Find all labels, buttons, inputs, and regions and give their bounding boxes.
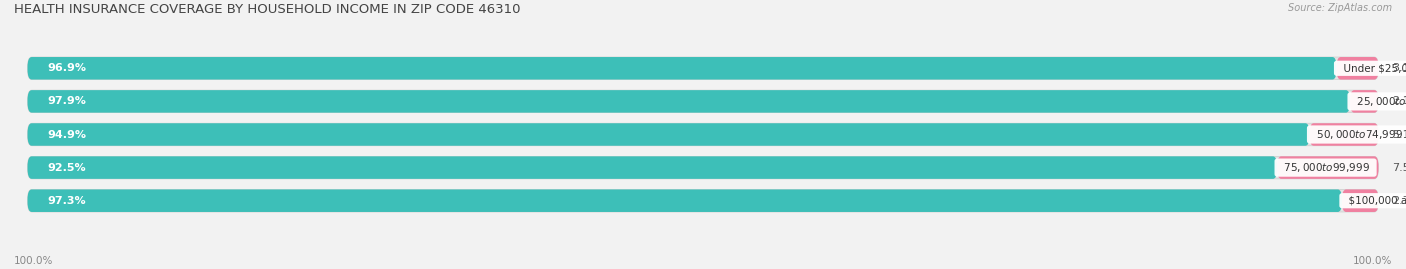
Text: 7.5%: 7.5% — [1392, 162, 1406, 173]
Text: 5.1%: 5.1% — [1392, 129, 1406, 140]
Text: 2.7%: 2.7% — [1392, 196, 1406, 206]
Text: $75,000 to $99,999: $75,000 to $99,999 — [1277, 161, 1374, 174]
Text: 97.3%: 97.3% — [48, 196, 86, 206]
FancyBboxPatch shape — [28, 90, 1378, 113]
FancyBboxPatch shape — [28, 57, 1337, 80]
FancyBboxPatch shape — [28, 189, 1341, 212]
Text: 97.9%: 97.9% — [48, 96, 87, 107]
FancyBboxPatch shape — [28, 57, 1378, 80]
Text: $50,000 to $74,999: $50,000 to $74,999 — [1309, 128, 1406, 141]
Text: 3.1%: 3.1% — [1392, 63, 1406, 73]
FancyBboxPatch shape — [28, 156, 1378, 179]
Text: $100,000 and over: $100,000 and over — [1341, 196, 1406, 206]
Text: $25,000 to $49,999: $25,000 to $49,999 — [1350, 95, 1406, 108]
Text: 100.0%: 100.0% — [1353, 256, 1392, 266]
Text: 92.5%: 92.5% — [48, 162, 86, 173]
FancyBboxPatch shape — [28, 123, 1309, 146]
Text: 94.9%: 94.9% — [48, 129, 87, 140]
Text: 96.9%: 96.9% — [48, 63, 87, 73]
FancyBboxPatch shape — [1350, 90, 1378, 113]
FancyBboxPatch shape — [28, 90, 1350, 113]
FancyBboxPatch shape — [28, 123, 1378, 146]
FancyBboxPatch shape — [1309, 123, 1378, 146]
Text: Under $25,000: Under $25,000 — [1337, 63, 1406, 73]
FancyBboxPatch shape — [1277, 156, 1378, 179]
FancyBboxPatch shape — [1337, 57, 1378, 80]
Text: Source: ZipAtlas.com: Source: ZipAtlas.com — [1288, 3, 1392, 13]
Text: 2.1%: 2.1% — [1392, 96, 1406, 107]
Text: HEALTH INSURANCE COVERAGE BY HOUSEHOLD INCOME IN ZIP CODE 46310: HEALTH INSURANCE COVERAGE BY HOUSEHOLD I… — [14, 3, 520, 16]
FancyBboxPatch shape — [28, 189, 1378, 212]
FancyBboxPatch shape — [28, 156, 1277, 179]
FancyBboxPatch shape — [1341, 189, 1378, 212]
Text: 100.0%: 100.0% — [14, 256, 53, 266]
